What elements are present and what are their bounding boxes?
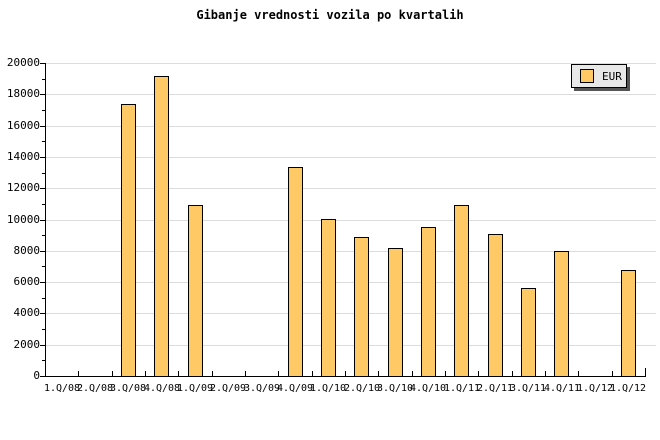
gridline [45,345,656,346]
gridline [45,94,656,95]
gridline [45,220,656,221]
y-tick-label: 4000 [13,306,41,319]
bar-4.Q/10 [421,227,436,376]
y-tick-minor [42,298,45,299]
x-tick-label: 1.Q/08 [43,383,81,394]
y-tick-major [40,282,45,283]
y-tick-minor [42,266,45,267]
y-tick-minor [42,173,45,174]
bar-2.Q/10 [354,237,369,376]
y-tick-label: 6000 [13,275,41,288]
bar-3.Q/08 [121,104,136,376]
y-tick-major [40,63,45,64]
bar-1.Q/09 [188,205,203,376]
x-tick-label: 1.Q/11 [443,383,481,394]
chart-title: Gibanje vrednosti vozila po kvartalih [196,8,464,22]
x-tick [78,371,79,376]
x-tick-label: 4.Q/11 [543,383,581,394]
x-tick-label: 2.Q/09 [209,383,247,394]
x-axis-line [45,376,646,377]
y-tick-label: 12000 [6,181,40,194]
bar-3.Q/10 [388,248,403,376]
bar-4.Q/11 [554,251,569,376]
x-tick [245,371,246,376]
y-tick-minor [42,360,45,361]
x-tick [645,368,646,376]
y-tick-label: 0 [33,369,40,382]
y-tick-minor [42,204,45,205]
x-tick-label: 4.Q/09 [276,383,314,394]
x-tick-label: 2.Q/10 [343,383,381,394]
x-tick-label: 2.Q/08 [76,383,114,394]
x-tick [545,371,546,376]
x-tick [212,371,213,376]
y-tick-minor [42,79,45,80]
y-tick-major [40,94,45,95]
y-axis-line [45,63,46,377]
bar-2.Q/11 [488,234,503,376]
x-tick [512,371,513,376]
x-tick [145,371,146,376]
x-tick-label: 4.Q/08 [143,383,181,394]
x-tick-label: 1.Q/12 [576,383,614,394]
bar-1.Q/12 [621,270,636,376]
x-tick-label: 1.Q/09 [176,383,214,394]
legend-box: EUR [571,64,627,88]
y-tick-label: 8000 [13,244,41,257]
y-tick-major [40,126,45,127]
x-tick-label: 2.Q/11 [476,383,514,394]
x-tick-label: 1.Q/10 [309,383,347,394]
bar-4.Q/08 [154,76,169,376]
x-tick [312,371,313,376]
x-tick-label: 3.Q/11 [509,383,547,394]
y-tick-minor [42,110,45,111]
x-tick-label: 4.Q/10 [409,383,447,394]
gridline [45,282,656,283]
gridline [45,251,656,252]
y-tick-minor [42,235,45,236]
x-tick [278,371,279,376]
y-tick-major [40,188,45,189]
bar-3.Q/11 [521,288,536,376]
y-tick-label: 14000 [6,150,40,163]
gridline [45,157,656,158]
bar-4.Q/09 [288,167,303,376]
y-tick-label: 16000 [6,119,40,132]
x-tick [445,371,446,376]
x-tick-label: 1.Q/12 [609,383,647,394]
legend-swatch-icon [580,69,594,83]
gridline [45,188,656,189]
gridline [45,63,656,64]
y-tick-major [40,345,45,346]
gridline [45,313,656,314]
y-tick-major [40,251,45,252]
y-tick-label: 10000 [6,213,40,226]
legend-label: EUR [602,69,622,83]
x-tick [478,371,479,376]
y-tick-minor [42,329,45,330]
x-tick [578,371,579,376]
y-tick-label: 20000 [6,56,40,69]
x-tick [612,371,613,376]
x-tick [378,371,379,376]
y-tick-minor [42,141,45,142]
x-tick-label: 3.Q/10 [376,383,414,394]
y-tick-major [40,313,45,314]
y-tick-major [40,157,45,158]
bar-1.Q/10 [321,219,336,376]
gridline [45,126,656,127]
x-tick [412,371,413,376]
x-tick-label: 3.Q/09 [243,383,281,394]
x-tick-label: 3.Q/08 [109,383,147,394]
bar-1.Q/11 [454,205,469,376]
y-tick-major [40,220,45,221]
x-tick [178,371,179,376]
y-tick-label: 2000 [13,338,41,351]
x-tick [112,371,113,376]
x-tick [345,371,346,376]
y-tick-major [40,376,45,377]
y-tick-label: 18000 [6,87,40,100]
